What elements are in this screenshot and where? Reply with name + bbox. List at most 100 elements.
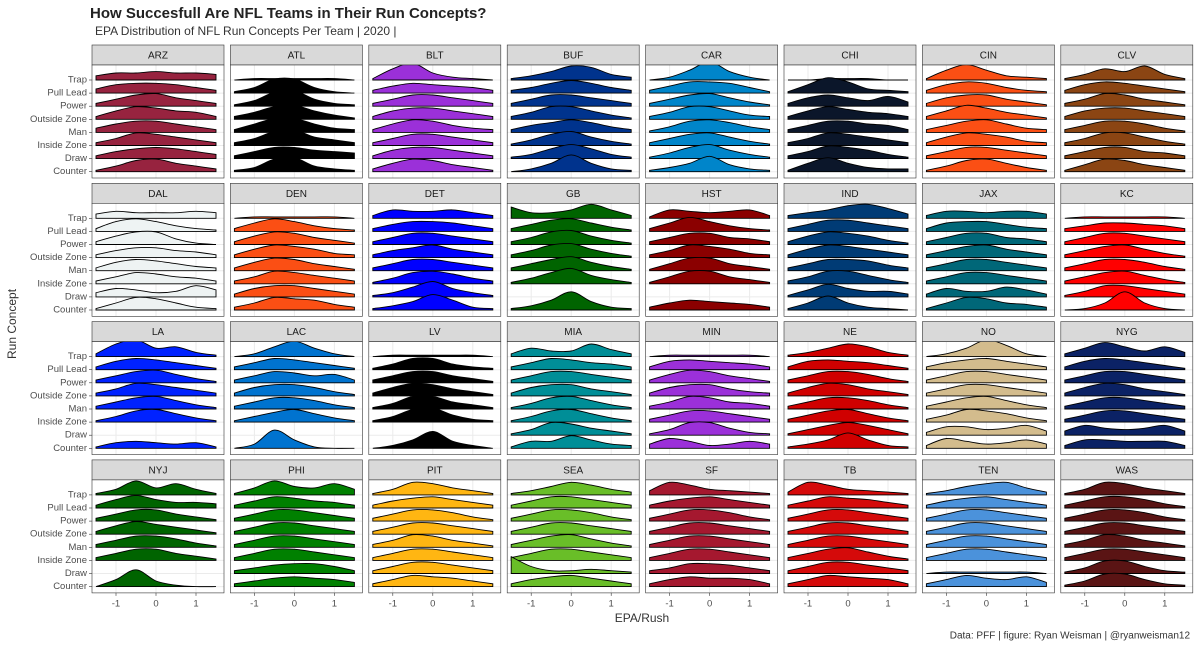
ridge [649, 535, 771, 548]
ridge [95, 296, 217, 311]
ridge [1064, 382, 1186, 397]
panel: ATL [230, 44, 363, 179]
y-tick-label: Man [69, 127, 87, 138]
ridge [787, 94, 909, 107]
panel: ARZ Trap Pull Lead Power Outside Zone Man Insi… [30, 44, 225, 179]
ridges [510, 343, 632, 449]
panel: NO [922, 321, 1055, 455]
ridge [372, 244, 494, 259]
x-tick-label: 1 [747, 598, 752, 609]
ridge [925, 258, 1047, 272]
y-tick-label: Outside Zone [30, 252, 87, 263]
ridge [925, 574, 1047, 588]
panel: CLV [1060, 44, 1194, 179]
x-tick-label: 0 [430, 598, 435, 609]
ridge [649, 359, 771, 371]
ridges [95, 341, 217, 449]
ridge [510, 574, 632, 588]
ridge [233, 357, 355, 371]
ridge [510, 105, 632, 120]
panel: GB [506, 183, 640, 317]
ridge [233, 396, 355, 410]
ridge [95, 548, 217, 561]
ridges [233, 216, 355, 311]
ridge [925, 158, 1047, 173]
ridge [372, 509, 494, 522]
ridge [1064, 65, 1186, 81]
ridge [510, 65, 632, 81]
ridges [1064, 216, 1186, 311]
x-tick-label: -1 [389, 598, 397, 609]
ridge [925, 522, 1047, 535]
y-tick-label: Counter [53, 166, 87, 177]
ridge [95, 218, 217, 232]
ridge [649, 354, 770, 358]
ridge [787, 574, 909, 588]
ridge [925, 535, 1047, 548]
ridge [372, 270, 494, 285]
y-tick-label: Trap [68, 351, 87, 362]
x-tick-label: 0 [845, 598, 850, 609]
ridge [510, 395, 632, 410]
ridges [787, 77, 909, 173]
panel: SF -1 0 1 [645, 459, 778, 609]
y-tick-label: Power [60, 239, 87, 250]
ridge [510, 267, 632, 285]
ridge [1064, 572, 1186, 588]
chart-title: How Succesfull Are NFL Teams in Their Ru… [90, 5, 486, 22]
ridge [787, 422, 909, 436]
ridge [1064, 258, 1186, 272]
panel: MIN [645, 321, 778, 455]
y-tick-label: Outside Zone [30, 390, 87, 401]
ridge [649, 548, 771, 561]
ridge [649, 93, 771, 107]
y-tick-label: Power [60, 377, 87, 388]
ridges [510, 481, 632, 588]
ridge [372, 294, 494, 311]
panel: LA Trap Pull Lead Power Outside Zone Man Insid… [30, 321, 225, 455]
ridge [95, 508, 217, 522]
ridge [372, 65, 493, 81]
ridge [1064, 548, 1186, 561]
y-axis-label: Run Concept [5, 288, 19, 359]
ridge [787, 283, 909, 298]
ridges [649, 481, 771, 588]
panel: TB -1 0 1 [783, 459, 917, 609]
ridge [95, 440, 217, 449]
panel-border [230, 64, 363, 179]
ridges [95, 210, 217, 311]
ridge [95, 382, 217, 397]
strip-label: SF [705, 466, 718, 477]
ridge [510, 242, 632, 259]
ridge [95, 341, 217, 358]
ridge [649, 81, 771, 94]
x-tick-label: -1 [250, 598, 258, 609]
panel-border [1060, 203, 1194, 317]
ridges [649, 65, 771, 173]
ridge [510, 555, 632, 574]
ridge [510, 291, 632, 311]
y-tick-label: Man [69, 542, 87, 553]
ridge [233, 371, 355, 384]
ridge [1064, 438, 1186, 449]
x-tick-label: 1 [885, 598, 890, 609]
ridge [787, 77, 909, 94]
strip-label: MIN [702, 327, 720, 338]
ridge [510, 548, 632, 561]
panel: MIA [506, 321, 640, 455]
ridge [925, 548, 1047, 561]
ridge [510, 408, 632, 423]
ridge [649, 522, 771, 535]
y-tick-label: Power [60, 101, 87, 112]
ridge [372, 94, 494, 107]
ridges [510, 65, 632, 173]
ridge [233, 89, 355, 107]
ridge [649, 209, 771, 219]
x-tick-label: 0 [292, 598, 297, 609]
ridge [787, 509, 909, 522]
ridge [372, 496, 494, 509]
strip-label: BLT [426, 51, 444, 62]
ridge [372, 431, 493, 449]
ridge [95, 395, 217, 410]
y-tick-label: Trap [68, 213, 87, 224]
